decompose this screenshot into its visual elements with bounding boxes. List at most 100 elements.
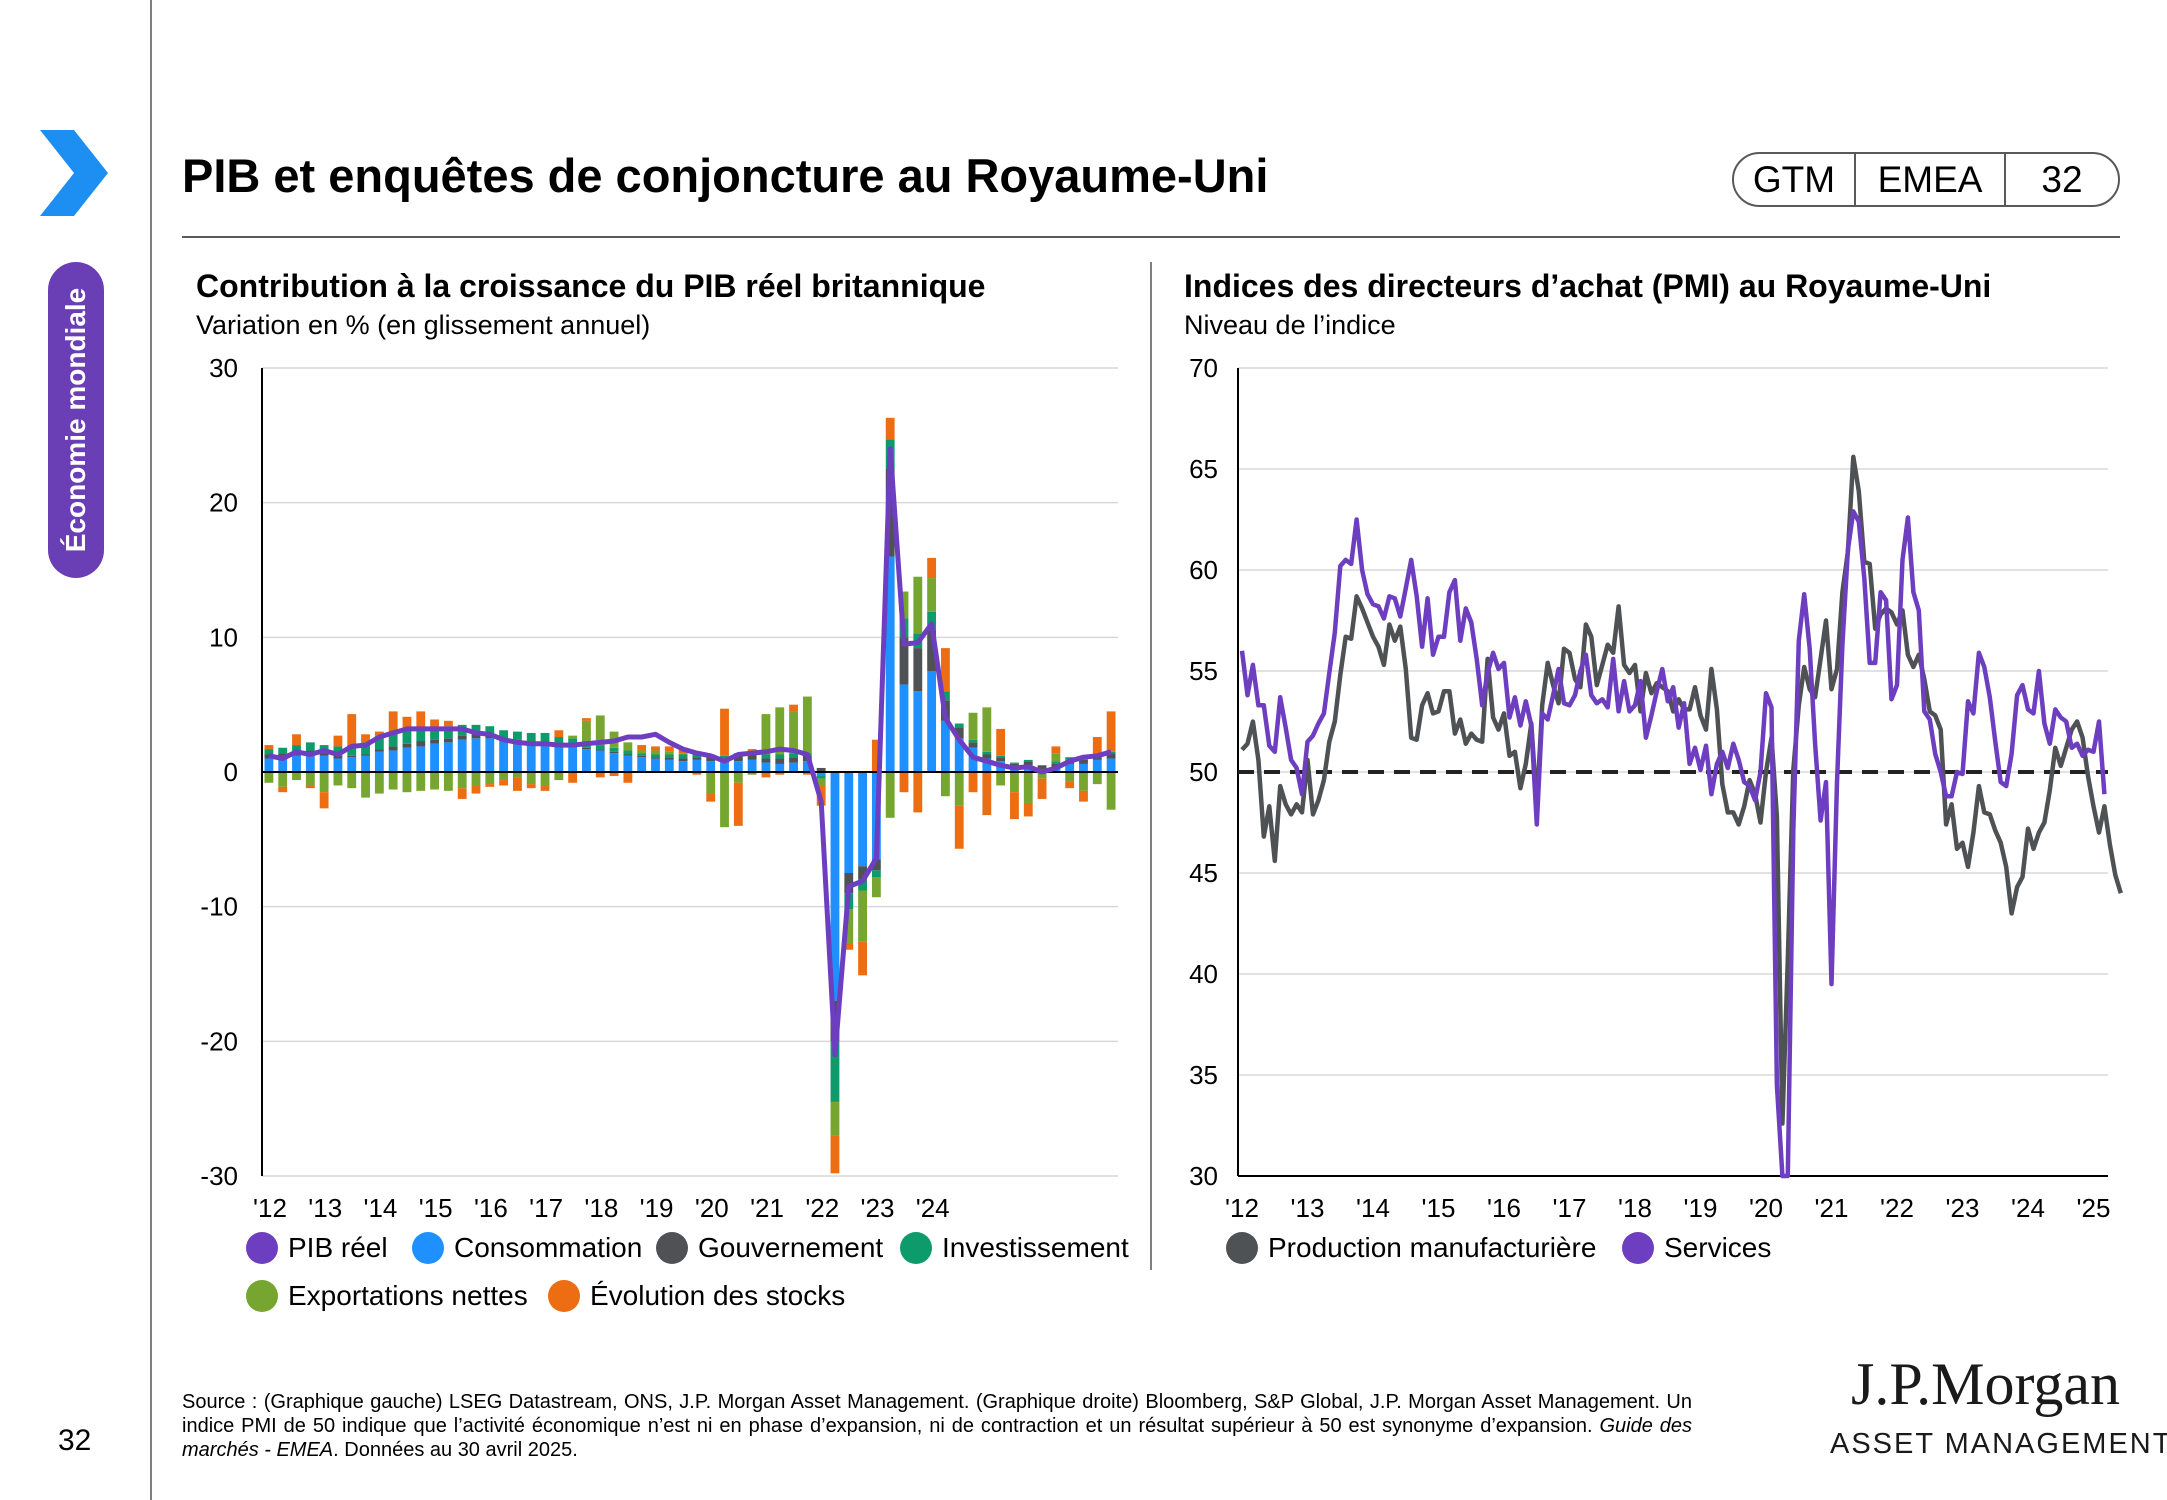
- bar-segment: [582, 749, 591, 772]
- bar-segment: [1010, 762, 1019, 764]
- manufacturing-line: [1240, 454, 2123, 1126]
- bar-segment: [443, 772, 453, 791]
- guide-tag: GTM EMEA 32: [1732, 152, 2120, 207]
- bar-segment: [1010, 792, 1019, 820]
- chart-divider: [1150, 262, 1152, 1270]
- y-tick-label: 10: [209, 622, 238, 652]
- jpmorgan-logo: J.P.Morgan: [1851, 1351, 2120, 1417]
- bar-segment: [1092, 759, 1102, 772]
- bar-segment: [871, 877, 881, 898]
- bar-segment: [871, 859, 881, 871]
- y-tick-label: 20: [209, 488, 238, 518]
- bar-segment: [1106, 753, 1116, 759]
- bar-segment: [720, 755, 729, 759]
- bar-segment: [789, 711, 798, 754]
- bar-segment: [1023, 802, 1033, 817]
- bar-segment: [678, 761, 688, 772]
- x-tick-label: '23: [1946, 1193, 1980, 1223]
- bar-segment: [416, 772, 426, 791]
- bar-segment: [775, 758, 785, 764]
- bar-segment: [761, 762, 771, 772]
- bar-segment: [457, 739, 467, 772]
- bar-segment: [540, 772, 550, 786]
- bar-segment: [802, 761, 812, 772]
- legend-swatch: [900, 1232, 932, 1264]
- y-tick-label: 55: [1189, 656, 1218, 686]
- bar-segment: [609, 747, 619, 752]
- bar-segment: [968, 772, 978, 793]
- section-pill: [48, 262, 104, 578]
- y-tick-label: -20: [200, 1026, 238, 1056]
- x-tick-label: '20: [695, 1193, 729, 1223]
- bar-segment: [982, 754, 992, 759]
- bar-segment: [278, 755, 288, 772]
- bar-segment: [374, 751, 384, 772]
- bar-segment: [789, 757, 798, 763]
- bar-segment: [568, 735, 578, 739]
- legend-swatch: [1622, 1232, 1654, 1264]
- asset-management-logo: ASSET MANAGEMENT: [1830, 1428, 2167, 1460]
- bar-segment: [1079, 790, 1088, 802]
- bar-segment: [706, 761, 716, 772]
- y-tick-label: 60: [1189, 555, 1218, 585]
- y-tick-label: 70: [1189, 353, 1218, 383]
- bar-segment: [637, 745, 647, 751]
- bar-segment: [775, 772, 785, 775]
- page-title: PIB et enquêtes de conjoncture au Royaum…: [182, 149, 1269, 202]
- bar-segment: [720, 708, 729, 756]
- pmi-chart: 70 65 60 55 50 45 40 35 30'12 '13 '14 '15 '16 '17 '18 '…: [1189, 353, 2123, 1223]
- bar-segment: [692, 757, 702, 760]
- x-tick-label: '14: [364, 1193, 398, 1223]
- x-tick-label: '14: [1356, 1193, 1390, 1223]
- legend-swatch: [246, 1280, 278, 1312]
- bar-segment: [678, 753, 688, 755]
- bar-segment: [319, 753, 329, 756]
- x-tick-label: '16: [1487, 1193, 1521, 1223]
- legend-swatch: [656, 1232, 688, 1264]
- bar-segment: [1092, 736, 1102, 754]
- bar-segment: [913, 772, 923, 813]
- x-tick-label: '12: [253, 1193, 287, 1223]
- bar-segment: [1051, 761, 1061, 764]
- bar-segment: [651, 754, 660, 758]
- bar-segment: [499, 780, 509, 786]
- bar-segment: [278, 753, 288, 756]
- bar-segment: [982, 751, 992, 755]
- bar-segment: [457, 788, 467, 799]
- legend-label: Gouvernement: [698, 1232, 884, 1263]
- bar-segment: [582, 747, 591, 750]
- left-chart-title: Contribution à la croissance du PIB réel…: [196, 268, 986, 304]
- bar-segment: [692, 772, 702, 775]
- bar-segment: [485, 784, 495, 787]
- bar-segment: [968, 742, 978, 748]
- bar-segment: [651, 758, 660, 772]
- bar-segment: [651, 757, 660, 759]
- bar-segment: [430, 743, 439, 772]
- bar-segment: [858, 879, 867, 891]
- bar-segment: [416, 711, 426, 728]
- bar-segment: [264, 772, 274, 783]
- bar-segment: [1037, 772, 1047, 779]
- legend-label: Investissement: [942, 1232, 1129, 1263]
- bar-segment: [305, 742, 315, 751]
- x-tick-label: '17: [1553, 1193, 1587, 1223]
- bar-segment: [913, 648, 923, 692]
- legend-label: PIB réel: [288, 1232, 388, 1263]
- bar-segment: [1023, 761, 1033, 766]
- bar-segment: [347, 757, 357, 772]
- bar-segment: [595, 750, 605, 772]
- bar-segment: [858, 772, 867, 867]
- bar-segment: [374, 749, 384, 752]
- legend-swatch: [412, 1232, 444, 1264]
- bar-segment: [885, 417, 895, 440]
- gdp-line: [268, 446, 1112, 1058]
- bar-segment: [264, 745, 274, 750]
- bar-segment: [706, 793, 716, 802]
- source-date: . Données au 30 avril 2025.: [333, 1439, 578, 1461]
- gdp-contribution-chart: 30 20 10 0 -10 -20 -30 '12 '13 '14 '15 '16 '17 '18 '19…: [200, 353, 1118, 1223]
- bar-segment: [278, 747, 288, 754]
- bar-segment: [292, 745, 301, 752]
- source-guide-title: Guide des marchés - EMEA: [182, 1415, 1692, 1461]
- legend-item-consommation: Consommation: [412, 1232, 642, 1264]
- title-rule: [182, 236, 2120, 238]
